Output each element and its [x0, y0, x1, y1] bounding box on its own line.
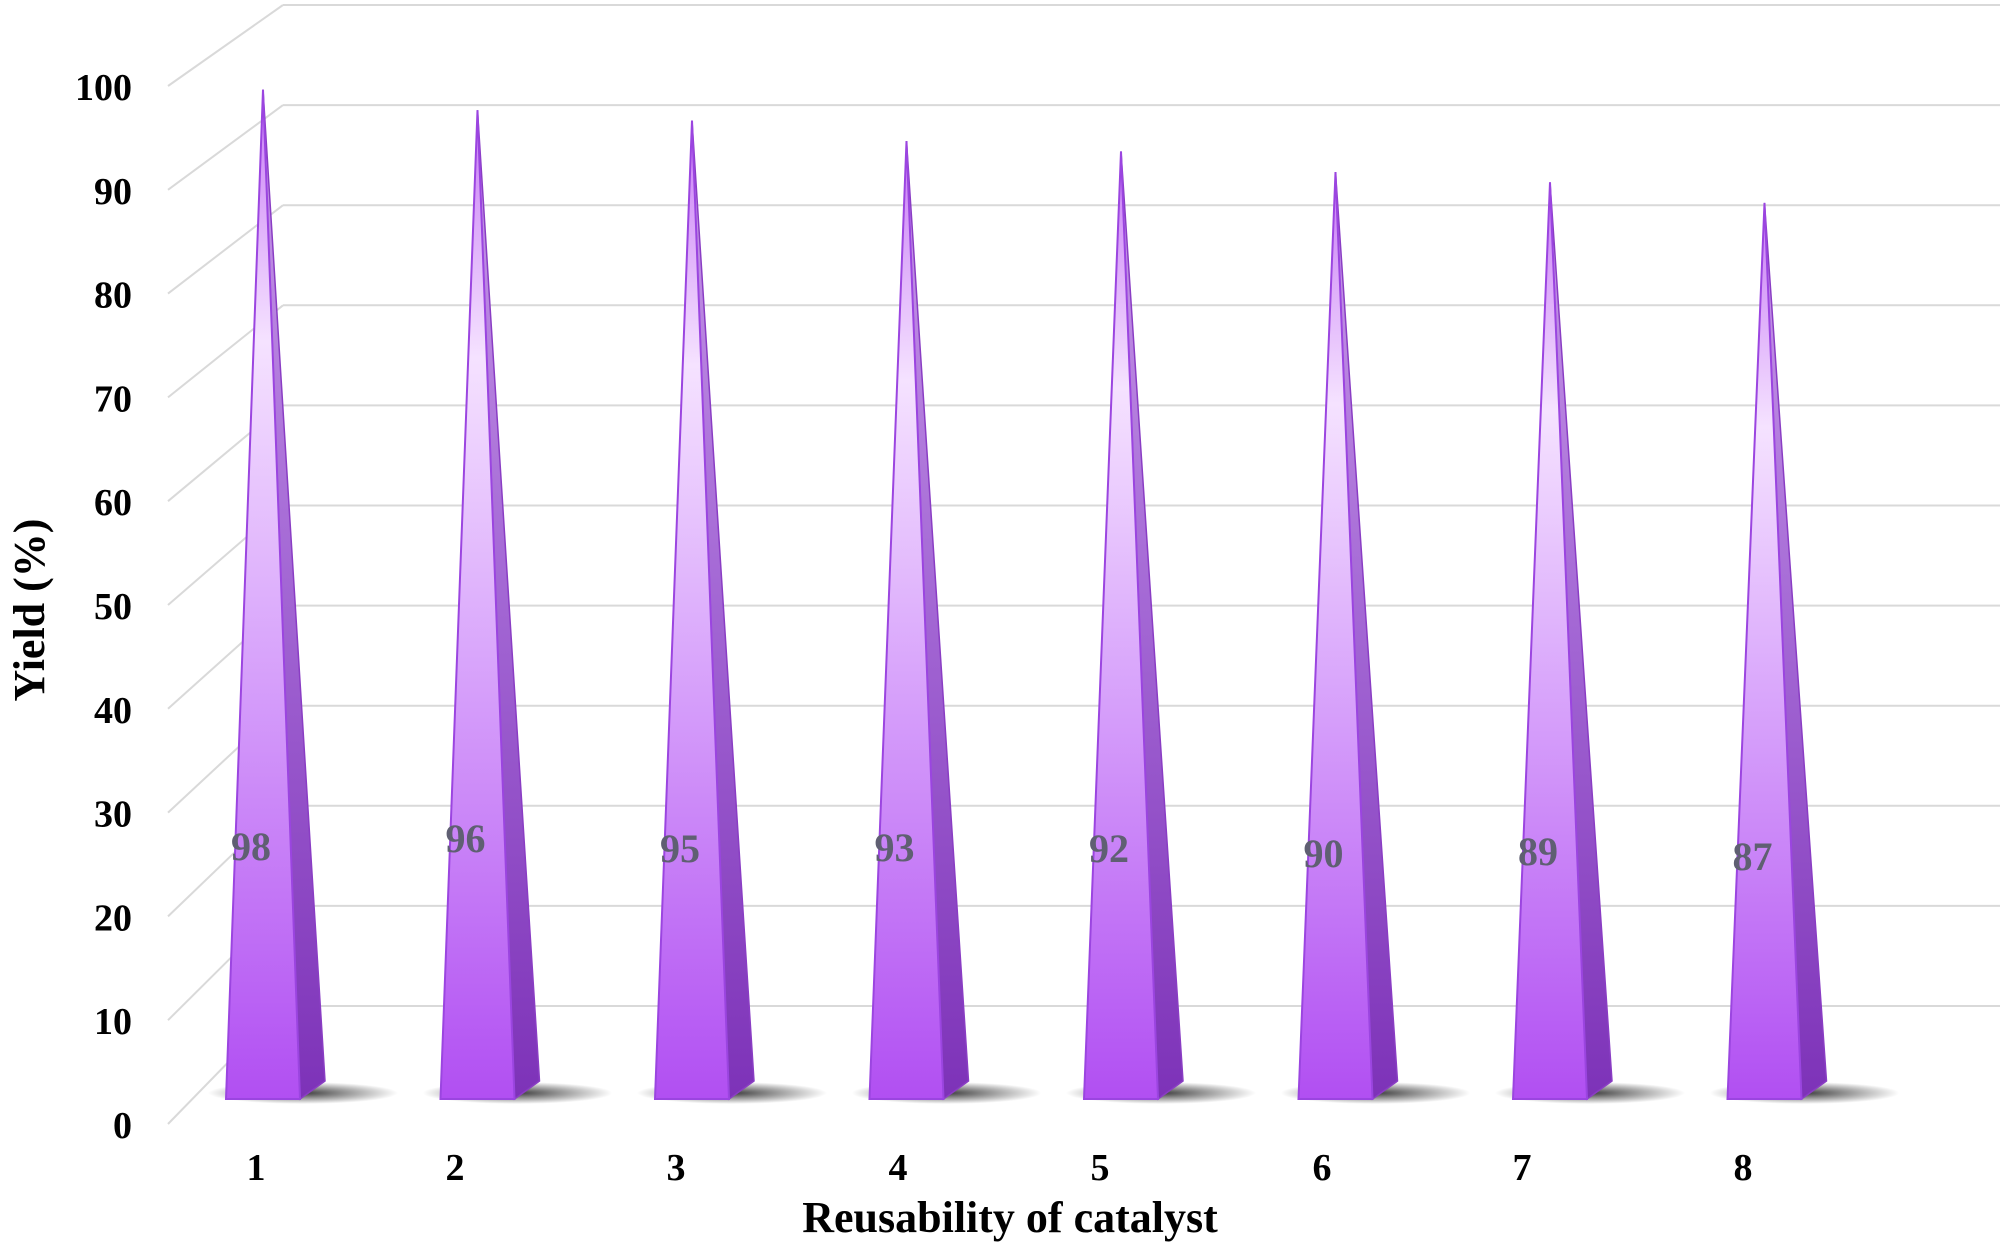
y-tick-label: 70: [94, 378, 132, 420]
x-tick-label: 7: [1513, 1147, 1532, 1189]
gridline: [167, 604, 2000, 710]
y-tick-label: 40: [94, 690, 132, 732]
data-label: 92: [1089, 826, 1129, 871]
y-axis-ticks: 0 10 20 30 40 50 60 70 80 90 100: [75, 67, 132, 1147]
gridline: [167, 304, 2000, 399]
data-label: 96: [446, 816, 486, 861]
y-tick-label: 80: [94, 275, 132, 317]
y-tick-label: 0: [113, 1105, 132, 1147]
y-tick-label: 30: [94, 794, 132, 836]
bar: [1726, 202, 1828, 1101]
y-tick-label: 60: [94, 482, 132, 524]
x-tick-label: 3: [667, 1147, 686, 1189]
x-tick-label: 8: [1734, 1147, 1753, 1189]
y-tick-label: 90: [94, 171, 132, 213]
gridline: [167, 4, 2000, 87]
data-label: 98: [231, 824, 271, 869]
y-axis-title: Yield (%): [5, 519, 54, 702]
gridline: [167, 104, 2000, 191]
x-tick-label: 5: [1091, 1147, 1110, 1189]
bar: [653, 120, 755, 1101]
gridline: [167, 804, 2000, 918]
bar: [224, 89, 326, 1101]
data-label: 89: [1518, 829, 1558, 874]
bar: [868, 141, 970, 1101]
gridline: [167, 904, 2000, 1021]
y-tick-label: 20: [94, 897, 132, 939]
y-tick-label: 50: [94, 586, 132, 628]
data-label: 90: [1304, 831, 1344, 876]
gridline: [167, 704, 2000, 814]
bar: [1082, 151, 1184, 1101]
x-tick-label: 1: [247, 1147, 266, 1189]
y-tick-label: 100: [75, 67, 132, 109]
data-labels: 98 96 95 93 92 90 89 87: [231, 816, 1773, 879]
gridline: [167, 404, 2000, 502]
x-tick-label: 2: [446, 1147, 465, 1189]
bar: [1511, 182, 1613, 1101]
data-label: 87: [1733, 834, 1773, 879]
x-tick-label: 6: [1313, 1147, 1332, 1189]
gridline: [167, 204, 2000, 295]
gridlines: [167, 4, 2000, 1125]
x-axis-ticks: 1 2 3 4 5 6 7 8: [247, 1147, 1753, 1189]
gridline: [167, 504, 2000, 606]
data-label: 95: [660, 826, 700, 871]
data-label: 93: [875, 825, 915, 870]
bar: [1297, 171, 1399, 1101]
bar: [439, 110, 541, 1101]
bars: [224, 89, 1828, 1101]
x-axis-title: Reusability of catalyst: [802, 1193, 1218, 1242]
x-tick-label: 4: [889, 1147, 908, 1189]
y-tick-label: 10: [94, 1001, 132, 1043]
